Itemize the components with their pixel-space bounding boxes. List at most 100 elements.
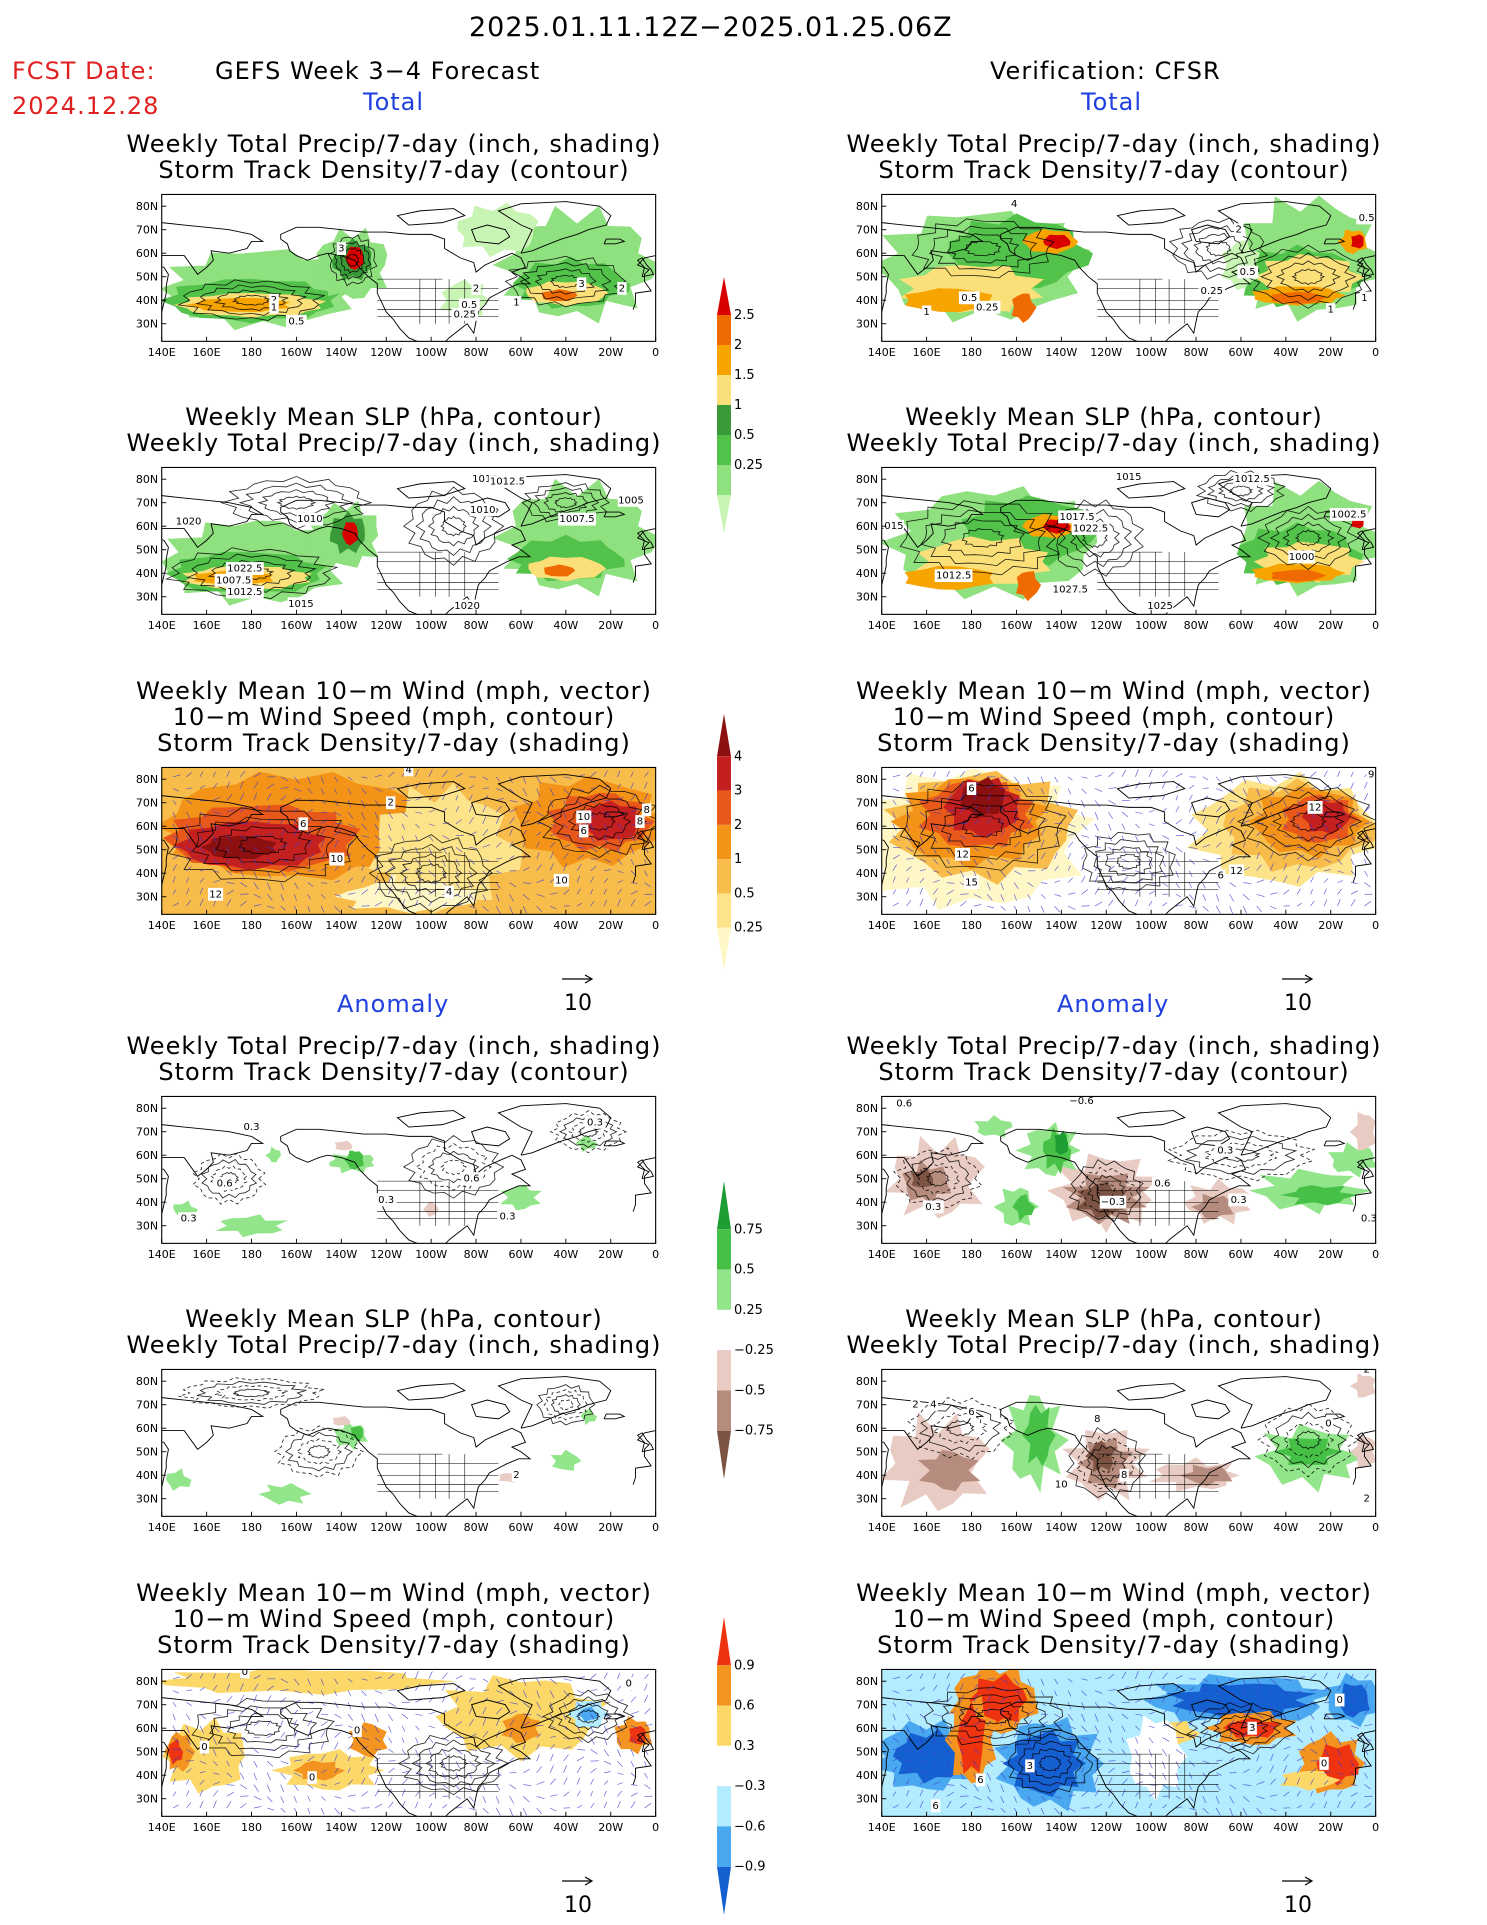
vector-reference-value: 10 — [1284, 1893, 1312, 1918]
lat-tick-label: 60N — [856, 1422, 878, 1435]
contour-label: 10 — [577, 812, 590, 823]
coastline — [1217, 201, 1332, 254]
lon-tick-label: 60W — [509, 619, 534, 632]
coastline — [1352, 255, 1376, 310]
contour-label: 6 — [977, 1775, 983, 1786]
lon-tick-label: 20W — [1318, 919, 1343, 932]
coastline — [1356, 1159, 1375, 1180]
shade-region — [215, 1214, 289, 1238]
lon-tick-label: 140W — [1045, 619, 1077, 632]
fcst-wind-storm-map: 4 2 6 10 12 10 6 8 8 10 4 80N 70N 60N 50N 40N 30N 140E 160… — [125, 760, 663, 942]
lat-tick-label: 30N — [136, 590, 158, 603]
lon-tick-label: 140W — [325, 919, 357, 932]
coastline — [1000, 1128, 1252, 1244]
fcst-anom-precip-storm-title-line-1: Weekly Total Precip/7-day (inch, shading… — [126, 1032, 662, 1060]
colorbar-label: −0.3 — [734, 1779, 766, 1794]
coastline — [881, 1124, 985, 1215]
coastline — [396, 1383, 466, 1401]
shade-region — [1012, 1193, 1035, 1222]
verif-wind-storm-title-line-1: Weekly Mean 10−m Wind (mph, vector) — [856, 677, 1372, 705]
lon-tick-label: 120W — [1090, 1821, 1122, 1834]
shade-region — [341, 522, 358, 546]
lon-tick-label: 140W — [1045, 1248, 1077, 1261]
lat-tick-label: 30N — [856, 890, 878, 903]
contour-label: 2 — [387, 798, 393, 809]
lat-tick-label: 70N — [856, 1125, 878, 1138]
contour-label: −0.6 — [1069, 1096, 1093, 1107]
colorbar-segment — [717, 927, 731, 970]
lon-tick-label: 100W — [415, 1821, 447, 1834]
coastline — [396, 1110, 466, 1128]
vector-reference: 10 — [1281, 966, 1315, 1016]
fcst-total-precip-storm-title-line-2: Storm Track Density/7-day (contour) — [158, 156, 630, 184]
shade-region — [1316, 1744, 1359, 1786]
lon-tick-label: 20W — [1318, 1248, 1343, 1261]
lon-tick-label: 120W — [370, 346, 402, 359]
lon-tick-label: 100W — [415, 619, 447, 632]
contour-label: 0.5 — [1240, 267, 1256, 278]
lat-tick-label: 70N — [136, 223, 158, 236]
verif-slp-precip-map: 1015 1012.5 1002.5 1017.5 1022.5 1015 1000 1012… — [845, 460, 1383, 642]
contour-label: 12 — [209, 889, 222, 900]
coastline — [1217, 774, 1332, 827]
contour-label: 0 — [201, 1742, 207, 1753]
verif-wind-storm-title-line-2: 10−m Wind Speed (mph, contour) — [892, 703, 1336, 731]
shade-region — [1351, 234, 1364, 249]
contour-label: 12 — [956, 849, 969, 860]
lon-tick-label: 80W — [1184, 346, 1209, 359]
shade-region — [917, 1449, 981, 1492]
contour-label: 0 — [626, 1679, 632, 1690]
verif-anom-wind-storm-title-line-3: Storm Track Density/7-day (shading) — [877, 1631, 1351, 1659]
lon-tick-label: 20W — [598, 1248, 623, 1261]
contour-label: 6 — [1218, 871, 1224, 882]
lat-tick-label: 70N — [856, 1398, 878, 1411]
coastline — [636, 1432, 655, 1453]
coastline — [1356, 530, 1375, 551]
contour-label: 8 — [643, 805, 649, 816]
shade-region — [161, 1669, 456, 1695]
contour-label: 2 — [1363, 1494, 1369, 1505]
shade-region — [501, 1713, 541, 1744]
contour-label: 0 — [309, 1773, 315, 1784]
colorbar-label: −0.5 — [734, 1383, 766, 1398]
verif-anom-precip-storm-title-line-1: Weekly Total Precip/7-day (inch, shading… — [846, 1032, 1382, 1060]
contour-label: 1020 — [176, 517, 202, 528]
contour-label: 1012.5 — [936, 571, 971, 582]
fcst-date-label: FCST Date: — [12, 57, 156, 85]
lat-tick-label: 80N — [856, 773, 878, 786]
coastline — [396, 1683, 466, 1701]
lat-tick-label: 40N — [136, 867, 158, 880]
shade-region — [258, 1483, 312, 1505]
lon-tick-label: 160E — [913, 619, 941, 632]
total-label-right: Total — [1081, 88, 1143, 116]
lat-tick-label: 60N — [136, 1422, 158, 1435]
coastline — [1323, 238, 1346, 245]
lat-tick-label: 50N — [136, 543, 158, 556]
lat-tick-label: 30N — [856, 1792, 878, 1805]
lat-tick-label: 50N — [136, 1745, 158, 1758]
lon-tick-label: 160W — [1000, 346, 1032, 359]
lon-tick-label: 60W — [1229, 1248, 1254, 1261]
lon-tick-label: 20W — [598, 1521, 623, 1534]
lat-tick-label: 70N — [136, 1125, 158, 1138]
lat-tick-label: 50N — [136, 1172, 158, 1185]
coastline — [470, 797, 511, 818]
fcst-anom-wind-storm-title-line-3: Storm Track Density/7-day (shading) — [157, 1631, 631, 1659]
lat-tick-label: 80N — [136, 773, 158, 786]
contour-label: 0.6 — [217, 1178, 233, 1189]
coastline — [396, 481, 466, 499]
lon-tick-label: 140W — [1045, 1521, 1077, 1534]
contour-label: 2 — [1235, 225, 1241, 236]
lat-tick-label: 30N — [136, 1492, 158, 1505]
fcst-total-precip-storm-title: Weekly Total Precip/7-day (inch, shading… — [85, 131, 703, 183]
fcst-slp-precip-title-line-1: Weekly Mean SLP (hPa, contour) — [185, 403, 603, 431]
colorbar-label: 0.25 — [734, 921, 763, 936]
lon-tick-label: 40W — [553, 1821, 578, 1834]
verif-anom-slp-precip-svg: 2 4 6 8 10 8 0 2 2 80N 70N 60N 50N 40N 30N 140E 160E 180 1… — [856, 1368, 1379, 1534]
lat-tick-label: 70N — [136, 1698, 158, 1711]
lat-tick-label: 50N — [856, 1745, 878, 1758]
coastline — [161, 1124, 265, 1215]
coastline — [1352, 1730, 1376, 1785]
contour-label: 0.5 — [1359, 213, 1375, 224]
contour-label: 0.3 — [1361, 1214, 1377, 1225]
